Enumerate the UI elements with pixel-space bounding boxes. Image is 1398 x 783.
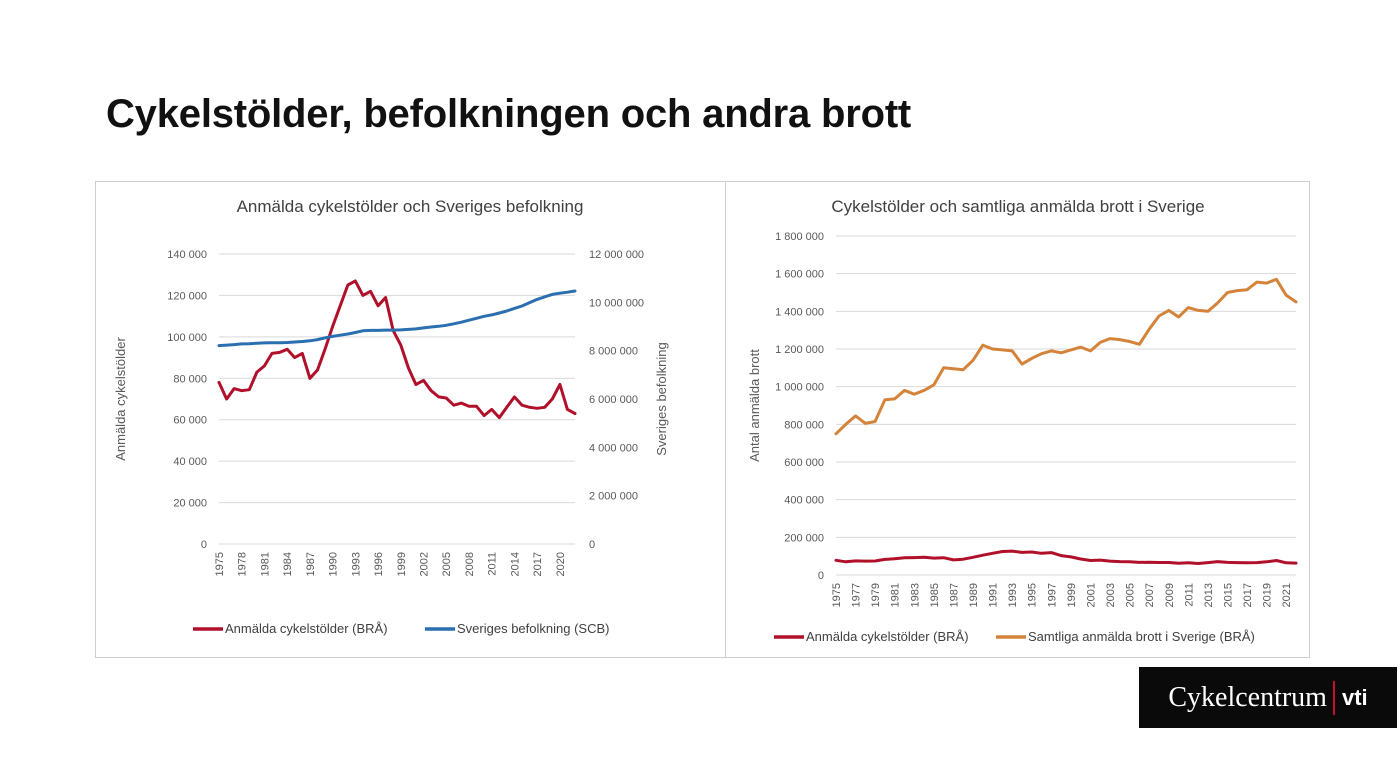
x-tick-label: 1999 bbox=[396, 552, 408, 576]
legend-label-2: Samtliga anmälda brott i Sverige (BRÅ) bbox=[1028, 629, 1255, 644]
y-tick-label: 60 000 bbox=[173, 415, 207, 427]
x-tick-label: 1990 bbox=[328, 552, 340, 576]
x-tick-label: 2005 bbox=[441, 552, 453, 576]
x-tick-label: 1993 bbox=[350, 552, 362, 576]
y-tick-label: 800 000 bbox=[784, 419, 824, 431]
x-tick-label: 2003 bbox=[1105, 583, 1117, 607]
x-tick-label: 2014 bbox=[509, 552, 521, 576]
y2-tick-label: 4 000 000 bbox=[589, 442, 638, 454]
x-tick-label: 2007 bbox=[1144, 583, 1156, 607]
y2-tick-label: 12 000 000 bbox=[589, 249, 644, 261]
y-tick-label: 20 000 bbox=[173, 498, 207, 510]
y-axis-title: Anmälda cykelstölder bbox=[113, 337, 128, 461]
y-tick-label: 1 600 000 bbox=[775, 269, 824, 281]
series-line-1 bbox=[834, 549, 1298, 565]
y2-axis-title: Sveriges befolkning bbox=[654, 342, 669, 455]
y-tick-label: 100 000 bbox=[167, 332, 207, 344]
x-tick-label: 2013 bbox=[1203, 583, 1215, 607]
x-tick-label: 1981 bbox=[890, 583, 902, 607]
x-tick-label: 2011 bbox=[487, 552, 499, 576]
x-tick-label: 2017 bbox=[1242, 583, 1254, 607]
x-tick-label: 1975 bbox=[831, 583, 843, 607]
chart-title: Cykelstölder och samtliga anmälda brott … bbox=[831, 197, 1204, 216]
y-tick-label: 0 bbox=[818, 570, 824, 582]
chart-title: Anmälda cykelstölder och Sveriges befolk… bbox=[237, 197, 584, 216]
y-tick-label: 40 000 bbox=[173, 456, 207, 468]
y2-tick-label: 8 000 000 bbox=[589, 346, 638, 358]
y-tick-label: 0 bbox=[201, 539, 207, 551]
y-tick-label: 80 000 bbox=[173, 373, 207, 385]
legend-label-1: Anmälda cykelstölder (BRÅ) bbox=[225, 621, 388, 636]
legend-label-1: Anmälda cykelstölder (BRÅ) bbox=[806, 629, 969, 644]
y-tick-label: 200 000 bbox=[784, 532, 824, 544]
x-tick-label: 1999 bbox=[1066, 583, 1078, 607]
series-line-1 bbox=[217, 279, 577, 420]
y-tick-label: 600 000 bbox=[784, 457, 824, 469]
x-tick-label: 2001 bbox=[1085, 583, 1097, 607]
x-tick-label: 1975 bbox=[214, 552, 226, 576]
brand-logo: Cykelcentrum vti bbox=[1139, 667, 1397, 728]
x-tick-label: 2019 bbox=[1262, 583, 1274, 607]
legend-label-2: Sveriges befolkning (SCB) bbox=[457, 621, 609, 636]
x-tick-label: 2005 bbox=[1125, 583, 1137, 607]
x-tick-label: 2021 bbox=[1281, 583, 1293, 607]
x-tick-label: 2009 bbox=[1164, 583, 1176, 607]
y2-tick-label: 2 000 000 bbox=[589, 491, 638, 503]
y-tick-label: 400 000 bbox=[784, 495, 824, 507]
x-tick-label: 2011 bbox=[1183, 583, 1195, 607]
x-tick-label: 2015 bbox=[1222, 583, 1234, 607]
chart-panel-bicycle-thefts-population: Anmälda cykelstölder och Sveriges befolk… bbox=[95, 181, 726, 658]
y2-tick-label: 6 000 000 bbox=[589, 394, 638, 406]
chart-panel-thefts-all-crimes: Cykelstölder och samtliga anmälda brott … bbox=[725, 181, 1310, 658]
x-tick-label: 2020 bbox=[555, 552, 567, 576]
x-tick-label: 2017 bbox=[532, 552, 544, 576]
chart-bicycle-thefts-population: Anmälda cykelstölder och Sveriges befolk… bbox=[113, 197, 669, 636]
x-tick-label: 1995 bbox=[1027, 583, 1039, 607]
x-tick-label: 1979 bbox=[870, 583, 882, 607]
brand-vti: vti bbox=[1341, 684, 1368, 710]
x-tick-label: 2008 bbox=[464, 552, 476, 576]
y-tick-label: 1 000 000 bbox=[775, 382, 824, 394]
x-tick-label: 1978 bbox=[237, 552, 249, 576]
x-tick-label: 1981 bbox=[259, 552, 271, 576]
brand-name: Cykelcentrum bbox=[1168, 681, 1327, 713]
x-tick-label: 1983 bbox=[909, 583, 921, 607]
x-tick-label: 1996 bbox=[373, 552, 385, 576]
x-tick-label: 1985 bbox=[929, 583, 941, 607]
series-line-2 bbox=[217, 289, 577, 348]
y2-tick-label: 10 000 000 bbox=[589, 297, 644, 309]
x-tick-label: 1984 bbox=[282, 552, 294, 576]
y-axis-title: Antal anmälda brott bbox=[747, 349, 762, 462]
y-tick-label: 1 200 000 bbox=[775, 344, 824, 356]
brand-separator bbox=[1332, 680, 1335, 715]
y-tick-label: 120 000 bbox=[167, 290, 207, 302]
y-tick-label: 1 400 000 bbox=[775, 306, 824, 318]
x-tick-label: 1989 bbox=[968, 583, 980, 607]
x-tick-label: 1997 bbox=[1046, 583, 1058, 607]
x-tick-label: 2002 bbox=[419, 552, 431, 576]
chart-thefts-all-crimes: Cykelstölder och samtliga anmälda brott … bbox=[747, 197, 1298, 644]
x-tick-label: 1991 bbox=[988, 583, 1000, 607]
x-tick-label: 1977 bbox=[851, 583, 863, 607]
y2-tick-label: 0 bbox=[589, 539, 595, 551]
y-tick-label: 140 000 bbox=[167, 249, 207, 261]
y-tick-label: 1 800 000 bbox=[775, 231, 824, 243]
x-tick-label: 1987 bbox=[305, 552, 317, 576]
x-tick-label: 1993 bbox=[1007, 583, 1019, 607]
slide-title: Cykelstölder, befolkningen och andra bro… bbox=[106, 92, 912, 136]
series-line-2 bbox=[834, 277, 1298, 436]
x-tick-label: 1987 bbox=[948, 583, 960, 607]
